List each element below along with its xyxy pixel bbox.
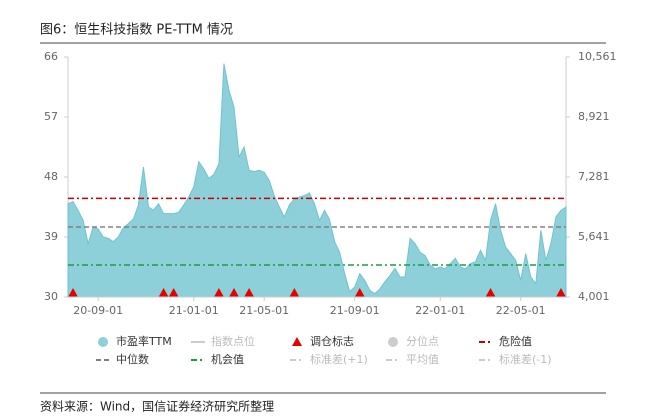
x-tick-label: 22-05-01 bbox=[496, 304, 546, 317]
rebalance-marker bbox=[229, 288, 239, 297]
legend-label: 中位数 bbox=[116, 352, 149, 366]
rebalance-marker bbox=[485, 288, 496, 297]
source: 资料来源：Wind，国信证券经济研究所整理 bbox=[40, 399, 274, 414]
chart-title: 图6：恒生科技指数 PE-TTM 情况 bbox=[40, 23, 233, 38]
rebalance-marker bbox=[68, 288, 79, 297]
y-tick-label: 39 bbox=[44, 230, 58, 243]
y-tick-label: 57 bbox=[44, 110, 58, 123]
legend-triangle bbox=[292, 337, 302, 346]
rebalance-marker bbox=[354, 288, 365, 297]
y-tick-label: 66 bbox=[44, 50, 58, 63]
y2-tick-label: 7,281 bbox=[578, 170, 610, 183]
y-tick-label: 48 bbox=[44, 170, 58, 183]
legend-label: 市盈率TTM bbox=[116, 334, 172, 348]
rebalance-marker bbox=[244, 288, 255, 297]
x-tick-label: 21-09-01 bbox=[330, 304, 380, 317]
y2-tick-label: 5,641 bbox=[578, 230, 610, 243]
legend-label: 标准差(+1) bbox=[310, 352, 368, 366]
legend-label: 分位点 bbox=[406, 334, 439, 348]
legend-label: 平均值 bbox=[406, 353, 439, 366]
legend-label: 指数点位 bbox=[211, 334, 255, 348]
y2-tick-label: 8,921 bbox=[578, 110, 610, 123]
legend-dot bbox=[98, 337, 108, 347]
rebalance-marker bbox=[289, 288, 300, 297]
x-tick-label: 21-01-01 bbox=[169, 304, 219, 317]
legend-label: 机会值 bbox=[211, 352, 244, 366]
y2-tick-label: 10,561 bbox=[578, 50, 617, 63]
rebalance-marker bbox=[555, 288, 566, 297]
pe-area bbox=[67, 63, 567, 298]
x-tick-label: 20-09-01 bbox=[73, 304, 123, 317]
rebalance-marker bbox=[168, 288, 179, 297]
y2-tick-label: 4,001 bbox=[578, 290, 610, 303]
legend-dot bbox=[388, 337, 398, 347]
y-tick-label: 30 bbox=[44, 290, 58, 303]
rebalance-marker bbox=[213, 288, 224, 297]
legend-label: 调仓标志 bbox=[310, 334, 354, 348]
legend-label: 危险值 bbox=[499, 334, 532, 348]
x-tick-label: 22-01-01 bbox=[415, 304, 465, 317]
x-tick-label: 21-05-01 bbox=[239, 304, 289, 317]
legend-label: 标准差(-1) bbox=[499, 352, 552, 366]
rebalance-marker bbox=[158, 288, 169, 297]
